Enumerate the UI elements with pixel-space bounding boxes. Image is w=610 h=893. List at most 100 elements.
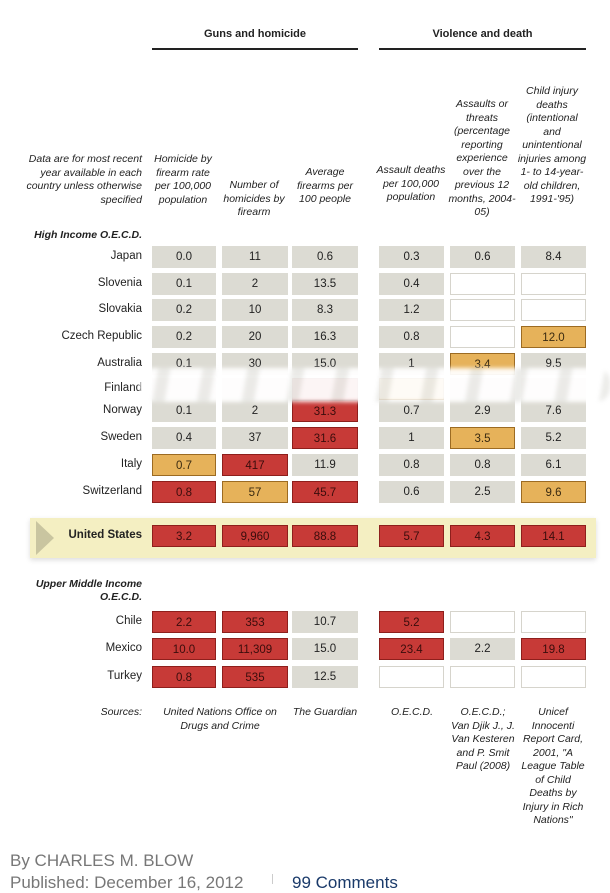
- value-cell: 10.7: [292, 611, 358, 633]
- value-cell: 0.8: [152, 666, 216, 688]
- value-cell: 11.9: [292, 454, 358, 476]
- source-oecd: O.E.C.D.: [390, 706, 433, 718]
- value-cell: 5.2: [521, 427, 586, 449]
- country-label: Czech Republic: [61, 330, 142, 342]
- value-cell: 45.7: [292, 481, 358, 503]
- value-cell: 0.8: [379, 326, 444, 348]
- value-cell: 0.8: [152, 481, 216, 503]
- value-cell: 7.6: [521, 400, 586, 422]
- value-cell: 12.0: [521, 326, 586, 348]
- value-cell: 0.4: [379, 273, 444, 295]
- value-cell: [521, 666, 586, 688]
- group-header-guns: Guns and homicide: [152, 28, 358, 50]
- country-label: Japan: [110, 250, 142, 262]
- country-label: Slovakia: [98, 303, 142, 315]
- value-cell: 417: [222, 454, 288, 476]
- sources-label: Sources:: [100, 706, 142, 718]
- source-guardian: The Guardian: [292, 706, 358, 718]
- value-cell: 20: [222, 326, 288, 348]
- value-cell: 0.1: [152, 273, 216, 295]
- value-cell: 535: [222, 666, 288, 688]
- value-cell: 11: [222, 246, 288, 268]
- country-label: Turkey: [107, 670, 142, 682]
- value-cell: 0.8: [450, 454, 515, 476]
- column-header: Number of homicides by firearm: [223, 179, 285, 218]
- group-header-violence: Violence and death: [379, 28, 586, 50]
- value-cell: 2: [222, 273, 288, 295]
- value-cell: [450, 326, 515, 348]
- value-cell: 6.1: [521, 454, 586, 476]
- value-cell: 0.4: [152, 427, 216, 449]
- value-cell: 353: [222, 611, 288, 633]
- country-label: Switzerland: [82, 485, 142, 497]
- value-cell: 13.5: [292, 273, 358, 295]
- country-label: Italy: [120, 458, 142, 470]
- column-header: Average firearms per 100 people: [296, 166, 353, 205]
- value-cell: 88.8: [292, 525, 358, 547]
- country-label: Norway: [103, 404, 142, 416]
- value-cell: [379, 666, 444, 688]
- value-cell: 10.0: [152, 638, 216, 660]
- value-cell: 2.5: [450, 481, 515, 503]
- value-cell: 0.8: [379, 454, 444, 476]
- country-label: Finland: [104, 382, 142, 394]
- value-cell: [521, 299, 586, 321]
- value-cell: [450, 273, 515, 295]
- value-cell: 0.7: [152, 454, 216, 476]
- arrow-icon: [36, 521, 54, 555]
- value-cell: 2.9: [450, 400, 515, 422]
- value-cell: 1.2: [379, 299, 444, 321]
- section-high-income: High Income O.E.C.D.: [34, 229, 142, 241]
- country-label: Australia: [97, 357, 142, 369]
- value-cell: 19.8: [521, 638, 586, 660]
- value-cell: 2.2: [450, 638, 515, 660]
- value-cell: [521, 611, 586, 633]
- value-cell: 31.6: [292, 427, 358, 449]
- value-cell: 12.5: [292, 666, 358, 688]
- column-header: Assaults or threats (percentage reportin…: [448, 98, 516, 218]
- source-oecd-vandijk: O.E.C.D.; Van Djik J., J. Van Kesteren a…: [451, 706, 515, 772]
- value-cell: 11,309: [222, 638, 288, 660]
- value-cell: 0.0: [152, 246, 216, 268]
- source-unicef: Unicef Innocenti Report Card, 2001, "A L…: [521, 706, 585, 826]
- column-header: Child injury deaths (intentional and uni…: [517, 85, 587, 205]
- value-cell: 3.5: [450, 427, 515, 449]
- country-label: Chile: [115, 615, 142, 627]
- value-cell: 4.3: [450, 525, 515, 547]
- value-cell: [450, 611, 515, 633]
- divider: [272, 874, 273, 884]
- value-cell: [521, 273, 586, 295]
- value-cell: 5.2: [379, 611, 444, 633]
- data-note: Data are for most recent year available …: [26, 153, 142, 206]
- byline: By CHARLES M. BLOW: [10, 851, 194, 870]
- value-cell: [450, 666, 515, 688]
- country-label: Slovenia: [97, 277, 142, 289]
- value-cell: 0.6: [292, 246, 358, 268]
- source-unodc: United Nations Office on Drugs and Crime: [163, 706, 277, 732]
- value-cell: 5.7: [379, 525, 444, 547]
- value-cell: 37: [222, 427, 288, 449]
- value-cell: 9.6: [521, 481, 586, 503]
- value-cell: 1: [379, 427, 444, 449]
- country-label: United States: [68, 529, 143, 541]
- value-cell: 0.2: [152, 326, 216, 348]
- value-cell: 0.1: [152, 400, 216, 422]
- published-date: Published: December 16, 2012: [10, 873, 244, 892]
- comments-link[interactable]: 99 Comments: [292, 873, 398, 892]
- value-cell: 3.2: [152, 525, 216, 547]
- value-cell: 15.0: [292, 638, 358, 660]
- country-label: Sweden: [100, 431, 142, 443]
- value-cell: 10: [222, 299, 288, 321]
- value-cell: 0.7: [379, 400, 444, 422]
- column-header: Assault deaths per 100,000 population: [376, 164, 446, 203]
- value-cell: 2.2: [152, 611, 216, 633]
- value-cell: 23.4: [379, 638, 444, 660]
- value-cell: 2: [222, 400, 288, 422]
- value-cell: 57: [222, 481, 288, 503]
- column-header: Homicide by firearm rate per 100,000 pop…: [154, 153, 212, 206]
- value-cell: 16.3: [292, 326, 358, 348]
- value-cell: 0.6: [379, 481, 444, 503]
- value-cell: 31.3: [292, 400, 358, 422]
- value-cell: 9,960: [222, 525, 288, 547]
- country-label: Mexico: [105, 642, 142, 654]
